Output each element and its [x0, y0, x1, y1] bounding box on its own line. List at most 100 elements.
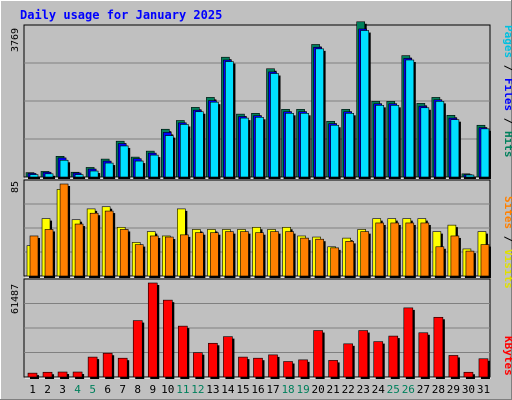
max-label-visits: 85 [10, 181, 21, 193]
pages-bar-day-7 [119, 145, 129, 178]
day-label-17: 17 [266, 383, 279, 396]
kbytes-bar-day-15 [238, 356, 248, 378]
pages-bar-day-1-shadow [32, 176, 40, 179]
pages-bar-day-11 [180, 124, 189, 178]
pages-bar-day-30-shadow [467, 177, 476, 179]
day-label-15: 15 [236, 383, 249, 396]
day-label-29: 29 [447, 383, 460, 396]
kbytes-bar-day-8 [132, 320, 143, 378]
day-label-9: 9 [149, 383, 156, 396]
sites-bar-day-15 [240, 231, 249, 277]
day-label-11: 11 [176, 383, 189, 396]
kbytes-bar-day-17 [268, 354, 278, 378]
pages-bar-day-23 [360, 30, 370, 178]
sites-bar-day-16 [255, 232, 264, 277]
kbytes-bar-day-26 [403, 307, 414, 378]
pages-bar-day-15 [240, 117, 249, 178]
day-label-28: 28 [432, 383, 445, 396]
day-label-25: 25 [387, 383, 400, 396]
pages-bar-day-19 [300, 113, 309, 178]
pages-bar-day-5 [89, 170, 99, 178]
legend-visits: Visits [502, 249, 512, 289]
sites-bar-day-28 [435, 246, 445, 277]
sites-bar-day-8 [134, 244, 144, 277]
legend-pages: Pages [502, 25, 512, 58]
axis-labels: 1 2 3 4 5 6 7 8 9 10 11 12 13 14 15 16 17 18 19 20 21 22 23 24 2… [29, 383, 490, 396]
legend-sep-3: / [502, 236, 512, 243]
day-label-22: 22 [342, 383, 355, 396]
pages-bar-day-14 [225, 61, 234, 178]
day-label-12: 12 [191, 383, 204, 396]
pages-bar-day-25 [390, 105, 400, 178]
sites-bar-day-30 [465, 250, 475, 277]
pages-bar-day-6 [104, 162, 114, 178]
kbytes-bar-day-24 [373, 341, 384, 378]
day-label-8: 8 [134, 383, 141, 396]
pages-bar-day-2 [44, 173, 54, 178]
pages-bar-day-3 [59, 159, 69, 178]
sites-bar-day-17 [270, 231, 279, 277]
pages-bar-day-30 [465, 174, 475, 178]
day-label-20: 20 [312, 383, 325, 396]
sites-bar-day-7 [119, 229, 129, 277]
day-label-4: 4 [74, 383, 81, 396]
kbytes-bar-day-27 [418, 332, 429, 378]
day-label-3: 3 [59, 383, 66, 396]
kbytes-bar-day-7 [117, 357, 128, 378]
day-label-16: 16 [251, 383, 264, 396]
legend-sep-2: / [502, 118, 512, 125]
day-label-30: 30 [462, 383, 475, 396]
kbytes-bar-day-13 [208, 342, 218, 378]
sites-bar-day-22 [345, 241, 354, 277]
pages-bar-day-18 [285, 113, 294, 178]
day-label-21: 21 [327, 383, 340, 396]
pages-bar-day-4 [74, 174, 84, 178]
sites-bar-day-19 [300, 237, 309, 277]
kbytes-bar-day-23 [358, 330, 369, 378]
sites-bar-day-24 [375, 222, 385, 277]
kbytes-bar-day-12 [193, 352, 203, 378]
kbytes-bar-day-16 [253, 357, 263, 378]
pages-bar-day-20 [315, 48, 324, 178]
day-label-7: 7 [119, 383, 126, 396]
sites-bar-day-5 [89, 212, 99, 277]
legend-hits: Hits [502, 131, 512, 158]
pages-bar-day-1 [29, 174, 39, 178]
sites-bar-day-6 [104, 210, 114, 277]
day-label-23: 23 [357, 383, 370, 396]
kbytes-bar-day-29 [448, 355, 459, 378]
pages-bar-day-8 [134, 160, 144, 178]
kbytes-bar-day-22 [343, 343, 353, 378]
sites-bar-day-31 [480, 244, 490, 277]
max-label-hits: 3769 [10, 28, 21, 52]
kbytes-bar-day-21 [328, 360, 338, 378]
pages-bar-day-24 [375, 105, 385, 178]
pages-bar-day-12 [195, 111, 204, 178]
pages-bar-day-9 [149, 154, 159, 178]
day-label-14: 14 [221, 383, 235, 396]
pages-bar-day-16 [255, 117, 264, 178]
sites-bar-day-12 [195, 232, 204, 277]
legend-kbytes: KBytes [502, 336, 512, 376]
day-label-5: 5 [89, 383, 96, 396]
kbytes-bar-day-5 [87, 356, 98, 378]
sites-bar-day-1 [29, 235, 39, 277]
day-label-19: 19 [296, 383, 309, 396]
pages-bar-day-27 [420, 107, 430, 178]
kbytes-bar-day-20 [313, 330, 323, 378]
pages-bar-day-28 [435, 101, 445, 178]
sites-bar-day-26 [405, 222, 415, 277]
kbytes-bar-day-18 [283, 361, 293, 378]
legend-kbytes-label: KBytes [502, 336, 512, 376]
day-label-27: 27 [417, 383, 430, 396]
pages-bar-day-10 [164, 135, 174, 178]
kbytes-bar-day-10 [162, 299, 173, 378]
sites-bar-day-11 [180, 234, 189, 277]
day-label-10: 10 [161, 383, 174, 396]
day-label-6: 6 [104, 383, 111, 396]
kbytes-bar-day-25 [388, 335, 399, 378]
kbytes-bar-day-11 [178, 325, 188, 378]
sites-bar-day-27 [420, 222, 430, 277]
chart-title: Daily usage for January 2025 [20, 8, 222, 22]
